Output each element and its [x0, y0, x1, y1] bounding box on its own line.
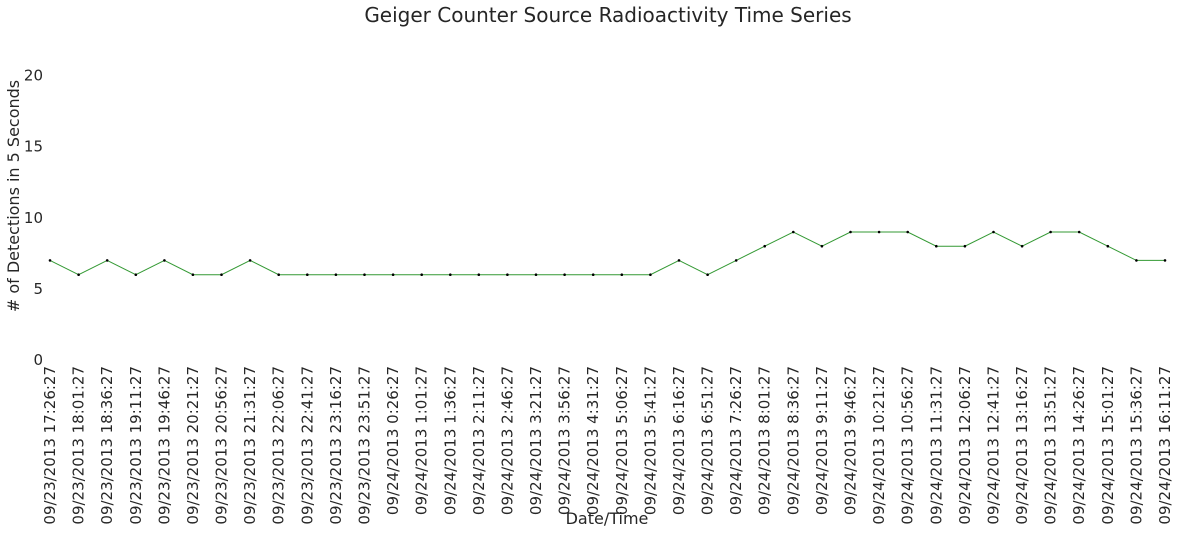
data-point	[420, 273, 424, 277]
x-tick-label: 09/23/2013 23:51:27	[356, 366, 374, 525]
data-point	[963, 244, 967, 248]
data-point	[105, 259, 109, 262]
data-point	[1135, 259, 1138, 262]
data-point	[649, 273, 652, 277]
data-point	[792, 230, 795, 234]
x-tick-label: 09/23/2013 21:31:27	[241, 366, 259, 525]
y-tick-label: 20	[24, 67, 43, 85]
x-tick-label: 09/24/2013 0:26:27	[384, 366, 402, 515]
x-tick-label: 09/24/2013 3:56:27	[556, 366, 574, 515]
x-tick-label: 09/24/2013 6:16:27	[670, 366, 688, 515]
x-tick-label: 09/23/2013 23:16:27	[327, 366, 345, 525]
x-tick-label: 09/24/2013 5:06:27	[613, 366, 631, 515]
data-point	[163, 259, 166, 262]
x-tick-label: 09/24/2013 8:36:27	[784, 366, 802, 515]
data-point	[1049, 230, 1052, 234]
data-point	[134, 273, 138, 277]
data-point	[477, 273, 481, 277]
x-tick-label: 09/24/2013 2:11:27	[470, 366, 488, 515]
x-tick-label: 09/23/2013 22:06:27	[270, 366, 288, 525]
data-point	[1020, 244, 1024, 248]
data-point	[734, 259, 738, 262]
x-tick-label: 09/24/2013 5:41:27	[641, 366, 659, 515]
x-tick-label: 09/24/2013 15:01:27	[1099, 366, 1117, 525]
x-tick-label: 09/24/2013 10:56:27	[899, 366, 917, 525]
x-tick-label: 09/24/2013 14:26:27	[1070, 366, 1088, 525]
data-point	[248, 259, 252, 262]
x-tick-label: 09/24/2013 15:36:27	[1127, 366, 1145, 525]
x-tick-label: 09/24/2013 1:36:27	[441, 366, 459, 515]
plot-area	[50, 40, 1165, 360]
y-axis-label: # of Detections in 5 Seconds	[4, 80, 23, 312]
x-tick-label: 09/23/2013 20:21:27	[184, 366, 202, 525]
x-tick-label: 09/23/2013 18:36:27	[98, 366, 116, 525]
y-tick-label: 5	[33, 280, 43, 298]
data-point	[77, 273, 80, 277]
x-tick-label: 09/24/2013 13:51:27	[1042, 366, 1060, 525]
y-axis-ticks: 0 5 10 15 20	[24, 67, 43, 369]
data-point	[877, 230, 881, 234]
data-point	[334, 273, 338, 277]
x-tick-label: 09/24/2013 10:21:27	[870, 366, 888, 525]
x-axis-ticks: 09/23/2013 17:26:27 09/23/2013 18:01:27 09…	[41, 366, 1174, 525]
data-point	[534, 273, 538, 277]
data-point	[935, 244, 938, 248]
data-point	[191, 273, 195, 277]
x-tick-label: 09/24/2013 9:46:27	[842, 366, 860, 515]
data-point	[677, 259, 681, 262]
data-point	[306, 273, 309, 277]
x-tick-label: 09/24/2013 6:51:27	[699, 366, 717, 515]
data-point	[1163, 259, 1167, 262]
data-point	[220, 273, 223, 277]
x-tick-label: 09/24/2013 9:11:27	[813, 366, 831, 515]
data-point	[48, 259, 52, 262]
data-point	[277, 273, 281, 277]
x-tick-label: 09/23/2013 20:56:27	[213, 366, 231, 525]
chart-title: Geiger Counter Source Radioactivity Time…	[364, 3, 851, 27]
series-line	[49, 231, 1165, 276]
data-point	[1106, 244, 1110, 248]
x-axis-label: Date/Time	[566, 509, 649, 528]
data-point	[820, 244, 824, 248]
data-point	[391, 273, 395, 277]
y-tick-label: 15	[24, 138, 43, 156]
x-tick-label: 09/24/2013 11:31:27	[927, 366, 945, 525]
y-tick-label: 10	[24, 209, 43, 227]
data-point	[706, 273, 709, 277]
data-point	[591, 273, 595, 277]
x-tick-label: 09/23/2013 18:01:27	[70, 366, 88, 525]
data-point	[449, 273, 452, 277]
series-layer	[48, 230, 1167, 277]
x-tick-label: 09/24/2013 12:41:27	[985, 366, 1003, 525]
x-tick-label: 09/24/2013 12:06:27	[956, 366, 974, 525]
x-tick-label: 09/24/2013 2:46:27	[498, 366, 516, 515]
x-tick-label: 09/23/2013 22:41:27	[298, 366, 316, 525]
data-point	[363, 273, 366, 277]
data-point	[763, 244, 766, 248]
data-point	[1077, 230, 1081, 234]
x-tick-label: 09/24/2013 3:21:27	[527, 366, 545, 515]
x-tick-label: 09/23/2013 17:26:27	[41, 366, 59, 525]
x-tick-label: 09/24/2013 13:16:27	[1013, 366, 1031, 525]
y-tick-label: 0	[33, 351, 43, 369]
data-point	[906, 230, 909, 234]
data-point	[620, 273, 624, 277]
x-tick-label: 09/24/2013 8:01:27	[756, 366, 774, 515]
x-tick-label: 09/24/2013 1:01:27	[413, 366, 431, 515]
data-point	[506, 273, 509, 277]
data-point	[992, 230, 995, 234]
x-tick-label: 09/24/2013 4:31:27	[584, 366, 602, 515]
x-tick-label: 09/24/2013 7:26:27	[727, 366, 745, 515]
data-point	[563, 273, 566, 277]
x-tick-label: 09/24/2013 16:11:27	[1156, 366, 1174, 525]
x-tick-label: 09/23/2013 19:11:27	[127, 366, 145, 525]
data-point	[849, 230, 852, 234]
x-tick-label: 09/23/2013 19:46:27	[155, 366, 173, 525]
